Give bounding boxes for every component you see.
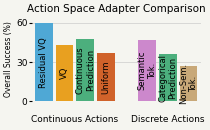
Bar xyxy=(35,23,53,101)
Text: Semantic
Tok.: Semantic Tok. xyxy=(138,51,157,90)
Bar xyxy=(97,53,115,101)
Text: Residual VQ: Residual VQ xyxy=(39,37,49,87)
Bar xyxy=(180,66,197,101)
Bar xyxy=(159,54,177,101)
Bar xyxy=(56,45,74,101)
Text: Discrete Actions: Discrete Actions xyxy=(131,115,205,124)
Text: VQ: VQ xyxy=(60,67,69,79)
Bar xyxy=(76,39,94,101)
Bar xyxy=(138,40,156,101)
Text: Continuous Actions: Continuous Actions xyxy=(31,115,118,124)
Text: Non-Sem.
Tok.: Non-Sem. Tok. xyxy=(179,63,198,104)
Title: Action Space Adapter Comparison: Action Space Adapter Comparison xyxy=(27,4,206,14)
Text: Categorical
Prediction: Categorical Prediction xyxy=(158,54,177,102)
Text: Uniform: Uniform xyxy=(101,60,110,94)
Text: Continuous
Prediction: Continuous Prediction xyxy=(76,46,95,94)
Y-axis label: Overall Success (%): Overall Success (%) xyxy=(4,21,13,97)
